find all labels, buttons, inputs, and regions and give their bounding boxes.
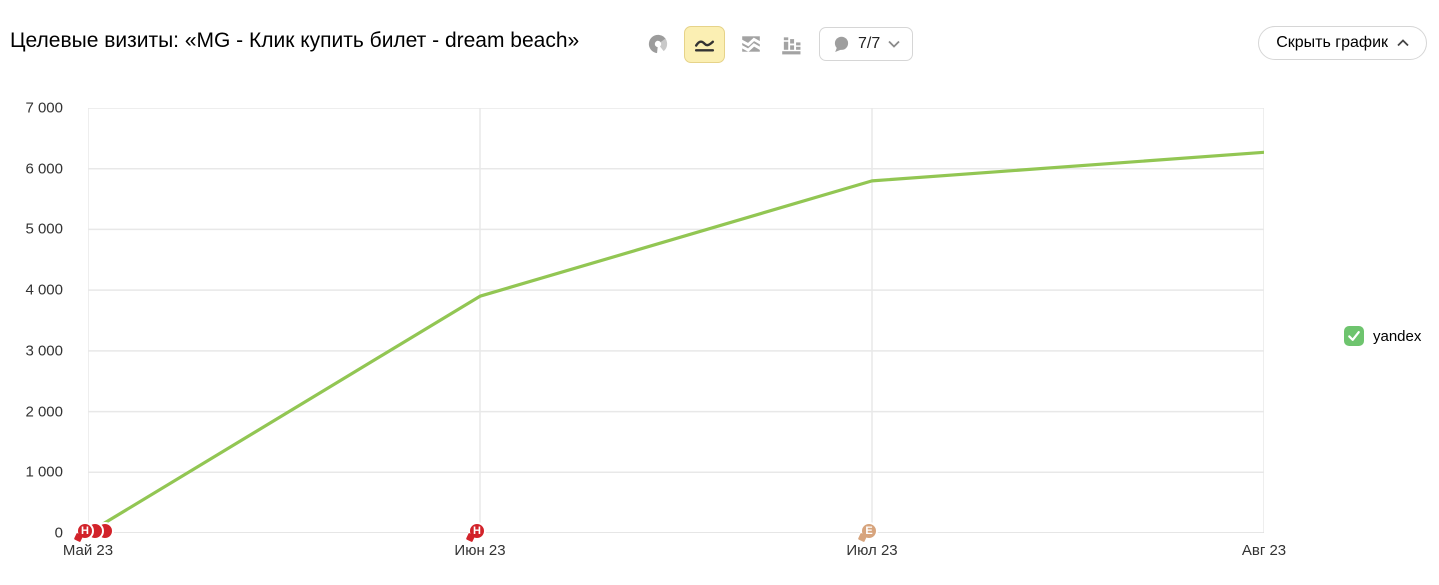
legend-item-yandex[interactable]: yandex (1344, 326, 1421, 346)
x-axis-label: Май 23 (62, 542, 114, 559)
x-axis: Май 23 Июн 23 Июл 23 Авг 23 (63, 542, 1286, 562)
y-axis: 0 1 000 2 000 3 000 4 000 5 000 6 000 7 000 (0, 100, 76, 542)
y-axis-label: 7 000 (25, 99, 63, 117)
line-chart-svg (88, 108, 1264, 533)
y-axis-label: 0 (54, 524, 63, 542)
line-chart-icon (694, 39, 715, 52)
y-axis-label: 4 000 (25, 281, 63, 299)
pie-chart-icon (648, 34, 668, 54)
chevron-up-icon (1397, 39, 1409, 47)
comment-marker[interactable]: Е (860, 522, 878, 540)
series-line-yandex (88, 150, 1264, 533)
comment-marker[interactable]: Н (468, 522, 486, 540)
stacked-area-chart-button[interactable] (737, 30, 765, 58)
pie-chart-button[interactable] (644, 30, 672, 58)
y-axis-label: 3 000 (25, 342, 63, 360)
y-axis-label: 1 000 (25, 463, 63, 481)
y-axis-label: 6 000 (25, 160, 63, 178)
chevron-down-icon (888, 40, 900, 48)
comment-marker[interactable]: Н (76, 522, 94, 540)
x-axis-label: Авг 23 (1241, 542, 1287, 559)
x-axis-label: Июл 23 (846, 542, 898, 559)
bar-chart-button[interactable] (777, 30, 805, 58)
line-chart-button[interactable] (684, 25, 725, 63)
comments-dropdown[interactable]: 7/7 (819, 27, 914, 61)
y-axis-label: 5 000 (25, 220, 63, 238)
page-title: Целевые визиты: «MG - Клик купить билет … (10, 29, 580, 52)
bar-chart-icon (782, 36, 801, 54)
plot-area (88, 108, 1264, 533)
hide-chart-button[interactable]: Скрыть график (1258, 26, 1427, 60)
legend-checkbox[interactable] (1344, 326, 1364, 346)
comment-bubble-icon (834, 36, 849, 52)
comments-count: 7/7 (858, 35, 881, 52)
hide-chart-label: Скрыть график (1276, 34, 1388, 51)
y-axis-label: 2 000 (25, 403, 63, 421)
legend-label: yandex (1373, 327, 1422, 345)
x-axis-label: Июн 23 (454, 542, 506, 559)
chart-type-toolbar: 7/7 (644, 25, 914, 63)
stacked-area-chart-icon (740, 36, 762, 52)
checkmark-icon (1348, 331, 1360, 341)
